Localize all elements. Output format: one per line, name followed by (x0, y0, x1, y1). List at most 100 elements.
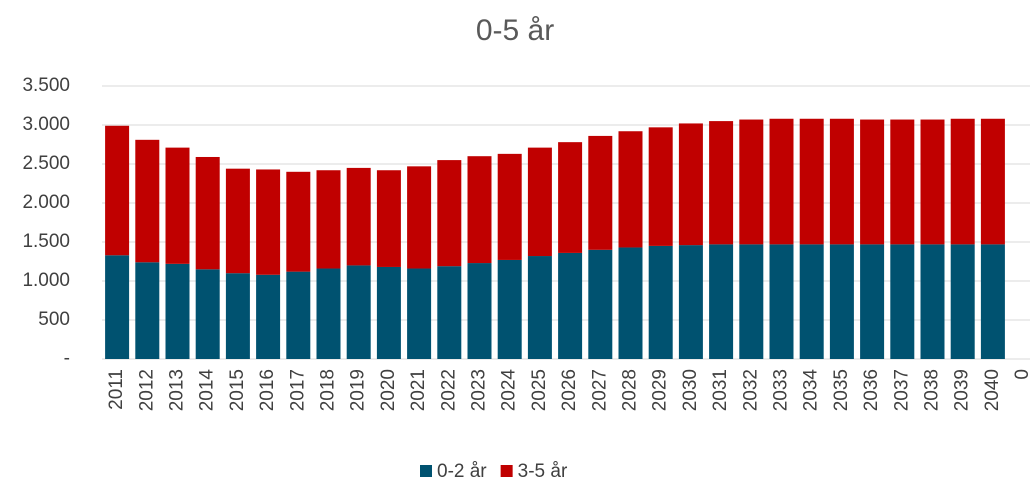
bar-segment (860, 244, 885, 359)
x-tick-label: 2021 (408, 369, 429, 411)
bar-segment (558, 252, 583, 359)
bar-segment (497, 259, 522, 359)
y-tick-label: 1.500 (22, 231, 70, 252)
bar-segment (467, 156, 492, 264)
x-tick-label: 2040 (982, 369, 1003, 411)
bar-segment (920, 244, 945, 359)
bar-segment (195, 156, 220, 270)
x-tick-label: 2020 (378, 369, 399, 411)
bar-segment (165, 263, 190, 359)
legend-label: 3-5 år (518, 461, 568, 482)
bar-segment (950, 118, 975, 245)
bar-segment (286, 171, 311, 272)
bar-segment (376, 170, 401, 267)
x-tick-label: 2022 (438, 369, 459, 411)
x-tick-label: 2032 (740, 369, 761, 411)
x-tick-label: 2033 (771, 369, 792, 411)
x-tick-label: 0 (1012, 369, 1030, 380)
bar-segment (618, 247, 643, 359)
bar-segment (225, 273, 250, 359)
bar-segment (588, 135, 613, 250)
y-tick-label: 2.500 (22, 153, 70, 174)
bar-segment (648, 245, 673, 359)
bar-segment (135, 262, 160, 359)
bar-segment (376, 266, 401, 359)
legend-label: 0-2 år (437, 461, 487, 482)
bar-segment (588, 249, 613, 359)
bar-segment (739, 119, 764, 245)
y-tick-label: 500 (38, 309, 70, 330)
bar-segment (980, 118, 1005, 245)
x-tick-label: 2037 (891, 369, 912, 411)
bar-segment (165, 147, 190, 264)
x-tick-label: 2031 (710, 369, 731, 411)
bar-segment (316, 268, 341, 359)
bar-segment (769, 244, 794, 359)
chart-title: 0-5 år (476, 14, 554, 47)
x-tick-label: 2018 (318, 369, 339, 411)
bar-segment (739, 244, 764, 359)
bar-segment (678, 123, 703, 246)
y-tick-label: 1.000 (22, 270, 70, 291)
bar-segment (497, 153, 522, 260)
bar-segment (709, 121, 734, 245)
bar-segment (256, 169, 281, 275)
x-tick-label: 2038 (922, 369, 943, 411)
bar-segment (829, 118, 854, 245)
x-tick-label: 2017 (287, 369, 308, 411)
y-tick-label: - (64, 348, 70, 369)
legend-swatch (420, 465, 432, 477)
bar-segment (890, 119, 915, 245)
y-tick-label: 3.500 (22, 75, 70, 96)
x-tick-label: 2029 (650, 369, 671, 411)
bar-segment (467, 263, 492, 359)
bar-segment (316, 170, 341, 269)
bar-segment (437, 266, 462, 359)
x-tick-label: 2016 (257, 369, 278, 411)
x-tick-label: 2023 (469, 369, 490, 411)
bar-segment (407, 268, 432, 359)
bar-segment (105, 255, 130, 359)
bar-segment (527, 147, 552, 257)
bar-segment (105, 125, 130, 256)
bar-segment (256, 274, 281, 359)
bar-segment (346, 167, 371, 266)
x-tick-label: 2025 (529, 369, 550, 411)
bar-segment (860, 119, 885, 245)
bar-segment (950, 244, 975, 359)
bar-segment (890, 244, 915, 359)
x-tick-label: 2035 (831, 369, 852, 411)
x-tick-label: 2036 (861, 369, 882, 411)
bar-segment (527, 256, 552, 359)
bar-segment (709, 244, 734, 359)
bar-segment (558, 142, 583, 253)
bar-segment (135, 139, 160, 263)
x-tick-label: 2024 (499, 369, 520, 412)
bar-segment (799, 244, 824, 359)
y-tick-label: 2.000 (22, 192, 70, 213)
bar-segment (799, 118, 824, 245)
x-tick-label: 2012 (136, 369, 157, 411)
y-tick-label: 3.000 (22, 114, 70, 135)
bar-segment (769, 118, 794, 245)
bar-segment (648, 127, 673, 246)
bar-segment (678, 245, 703, 359)
x-tick-label: 2015 (227, 369, 248, 411)
x-tick-label: 2014 (197, 369, 218, 412)
bar-segment (195, 269, 220, 359)
bar-segment (225, 168, 250, 274)
x-tick-label: 2026 (559, 369, 580, 411)
x-tick-label: 2011 (106, 369, 127, 410)
legend-swatch (500, 465, 513, 477)
x-tick-label: 2039 (952, 369, 973, 411)
bar-segment (407, 166, 432, 269)
x-tick-label: 2019 (348, 369, 369, 411)
x-tick-label: 2028 (620, 369, 641, 411)
bar-segment (920, 119, 945, 245)
bar-segment (286, 271, 311, 359)
bar-segment (437, 160, 462, 267)
x-tick-label: 2034 (801, 369, 822, 412)
bar-segment (829, 244, 854, 359)
bar-segment (980, 244, 1005, 359)
bar-segment (346, 265, 371, 359)
